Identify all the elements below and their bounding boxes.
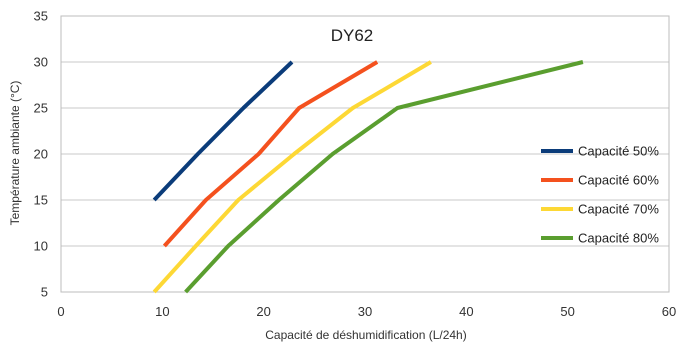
x-tick-label: 20	[256, 304, 270, 319]
x-tick-label: 40	[459, 304, 473, 319]
y-tick-label: 30	[34, 55, 48, 70]
legend: Capacité 50% Capacité 60% Capacité 70% Capa…	[541, 144, 659, 246]
legend-label-2: Capacité 60%	[578, 173, 659, 188]
y-tick-label: 25	[34, 101, 48, 116]
y-tick-label: 5	[41, 285, 48, 300]
series-line-2	[162, 60, 379, 248]
legend-label-3: Capacité 70%	[578, 202, 659, 217]
series-line-1	[152, 60, 294, 202]
y-tick-label: 35	[34, 9, 48, 24]
legend-label-1: Capacité 50%	[578, 144, 659, 159]
x-tick-label: 30	[358, 304, 372, 319]
x-axis-label: Capacité de déshumidification (L/24h)	[265, 328, 466, 342]
chart-title: DY62	[331, 26, 374, 45]
y-axis-label: Température ambiante (°C)	[8, 81, 22, 226]
y-tick-label: 10	[34, 239, 48, 254]
y-tick-label: 15	[34, 193, 48, 208]
plot-area	[60, 15, 670, 293]
series-lines	[152, 60, 584, 294]
x-tick-label: 10	[155, 304, 169, 319]
legend-label-4: Capacité 80%	[578, 231, 659, 246]
x-tick-label: 0	[57, 304, 64, 319]
x-tick-label: 60	[662, 304, 676, 319]
series-line-4	[184, 60, 584, 294]
gridlines	[60, 15, 670, 293]
axes: 5 10 15 20 25 30 35 0 10 20 30 40 50 60	[34, 9, 677, 320]
x-tick-label: 50	[560, 304, 574, 319]
y-tick-label: 20	[34, 147, 48, 162]
series-line-3	[152, 60, 432, 294]
